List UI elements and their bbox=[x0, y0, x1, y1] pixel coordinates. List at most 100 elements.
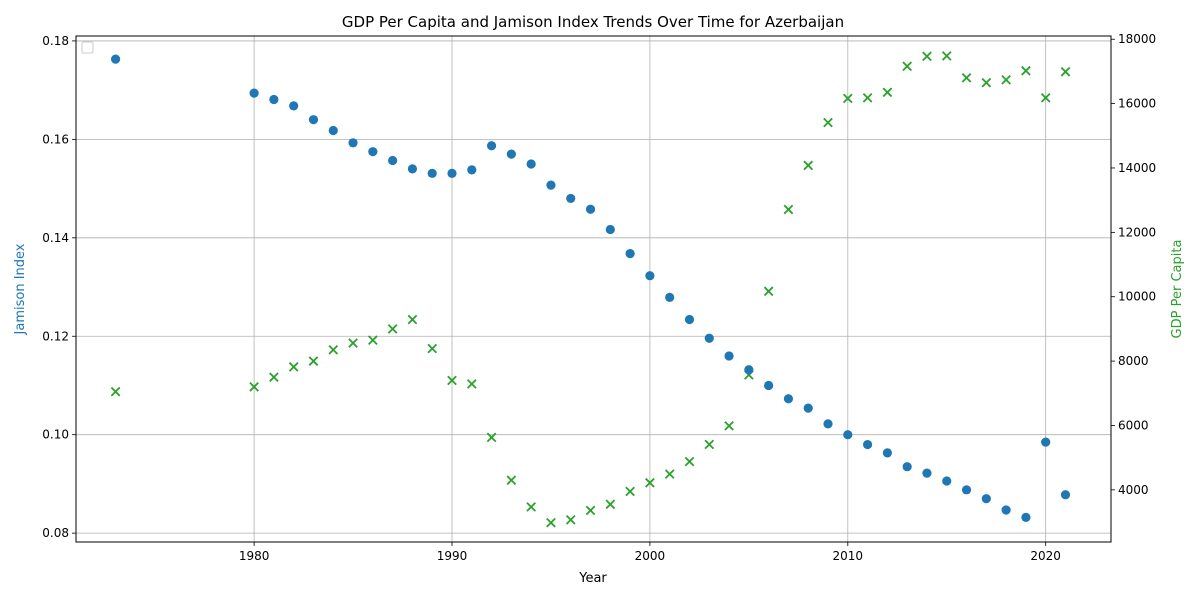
gdp-per-capita-point bbox=[387, 324, 398, 334]
gdp-per-capita-point bbox=[724, 420, 734, 431]
jamison-index-point bbox=[1021, 512, 1031, 522]
jamison-index-point bbox=[882, 448, 892, 458]
gdp-per-capita-point bbox=[249, 382, 259, 392]
gdp-per-capita-point bbox=[368, 335, 378, 346]
jamison-index-point bbox=[506, 149, 516, 159]
jamison-index-point bbox=[566, 193, 576, 204]
jamison-index-point bbox=[110, 54, 121, 64]
gdp-per-capita-point bbox=[486, 432, 497, 443]
jamison-index-point bbox=[1060, 490, 1071, 500]
jamison-index-point bbox=[862, 439, 873, 450]
x-tick-label: 2020 bbox=[1030, 549, 1061, 563]
gdp-per-capita-point bbox=[902, 61, 913, 72]
gdp-per-capita-point bbox=[328, 344, 339, 355]
gdp-per-capita-point bbox=[664, 469, 675, 479]
jamison-index-point bbox=[783, 394, 794, 404]
jamison-index-point bbox=[1041, 437, 1051, 447]
gdp-per-capita-point bbox=[862, 92, 873, 103]
gdp-per-capita-point bbox=[684, 456, 695, 467]
jamison-index-point bbox=[605, 224, 615, 235]
y-right-tick-label: 16000 bbox=[1118, 97, 1156, 111]
jamison-index-point bbox=[546, 180, 556, 190]
y-left-tick-label: 0.12 bbox=[42, 329, 69, 343]
jamison-index-point bbox=[942, 476, 952, 486]
gdp-per-capita-point bbox=[407, 314, 418, 325]
ticks: 1980 1990 2000 2010 2020 0.08 0.10 0.12 0.14 0.16… bbox=[42, 32, 1156, 563]
y-left-tick-label: 0.16 bbox=[42, 132, 69, 146]
gdp-per-capita-point bbox=[288, 362, 299, 372]
jamison-index-point bbox=[388, 155, 398, 166]
gdp-per-capita-point bbox=[803, 160, 814, 171]
x-tick-label: 2000 bbox=[635, 549, 666, 563]
gdp-per-capita-point bbox=[308, 356, 319, 366]
gdp-per-capita-point bbox=[981, 77, 992, 88]
y-right-tick-label: 14000 bbox=[1118, 161, 1156, 175]
jamison-index-point bbox=[744, 365, 754, 375]
gdp-per-capita-point bbox=[763, 286, 774, 297]
gdp-per-capita-point bbox=[783, 204, 794, 215]
jamison-index-point bbox=[368, 147, 378, 157]
y-axis-label-right: GDP Per Capita bbox=[1170, 240, 1185, 339]
jamison-index-point bbox=[407, 164, 418, 174]
y-right-tick-label: 4000 bbox=[1118, 483, 1149, 497]
x-tick-label: 1990 bbox=[437, 549, 468, 563]
jamison-index-point bbox=[823, 419, 833, 429]
gdp-per-capita-point bbox=[427, 343, 438, 354]
jamison-index-point bbox=[981, 494, 991, 504]
gdp-per-capita-point bbox=[941, 51, 952, 61]
gdp-per-capita-point bbox=[704, 439, 715, 450]
gdp-per-capita-point bbox=[922, 51, 932, 62]
x-axis-label: Year bbox=[578, 571, 607, 586]
gdp-per-capita-point bbox=[447, 375, 457, 386]
gdp-per-capita-point bbox=[110, 386, 121, 397]
gdp-per-capita-point bbox=[882, 87, 893, 98]
jamison-index-point bbox=[625, 248, 635, 259]
jamison-index-point bbox=[348, 138, 358, 148]
jamison-index-point bbox=[724, 351, 734, 361]
gdp-per-capita-point bbox=[605, 499, 616, 510]
chart-title: GDP Per Capita and Jamison Index Trends … bbox=[342, 13, 844, 31]
gdp-per-capita-point bbox=[1060, 66, 1071, 77]
gdp-per-capita-point bbox=[466, 379, 477, 389]
y-right-tick-label: 18000 bbox=[1118, 32, 1156, 46]
gdp-per-capita-point bbox=[625, 486, 635, 497]
y-right-tick-label: 12000 bbox=[1118, 225, 1156, 239]
jamison-index-point bbox=[684, 314, 695, 325]
jamison-index-point bbox=[665, 292, 675, 302]
jamison-index-point bbox=[704, 333, 714, 343]
plot-frame bbox=[75, 35, 1112, 543]
y-right-tick-label: 6000 bbox=[1118, 418, 1149, 432]
gdp-per-capita-point bbox=[1021, 65, 1031, 76]
jamison-index-point bbox=[308, 115, 319, 125]
jamison-index-point bbox=[289, 101, 299, 111]
jamison-index-point bbox=[526, 159, 536, 169]
y-left-tick-label: 0.08 bbox=[42, 526, 69, 540]
jamison-index-point bbox=[447, 168, 457, 178]
jamison-index-point bbox=[467, 165, 477, 175]
gdp-per-capita-point bbox=[585, 505, 596, 516]
y-right-tick-label: 8000 bbox=[1118, 354, 1149, 368]
y-left-tick-label: 0.18 bbox=[42, 34, 69, 48]
gdp-per-capita-point bbox=[842, 93, 853, 104]
x-tick-label: 2010 bbox=[833, 549, 864, 563]
jamison-index-point bbox=[585, 204, 596, 214]
jamison-index-point bbox=[427, 168, 437, 178]
jamison-index-series bbox=[110, 54, 1071, 522]
jamison-index-point bbox=[961, 485, 972, 495]
jamison-index-point bbox=[486, 141, 497, 151]
jamison-index-point bbox=[803, 403, 813, 413]
y-right-tick-label: 10000 bbox=[1118, 290, 1156, 304]
jamison-index-point bbox=[902, 462, 912, 472]
gdp-per-capita-point bbox=[565, 514, 576, 525]
gdp-per-capita-point bbox=[823, 117, 833, 128]
jamison-index-point bbox=[645, 271, 655, 281]
jamison-index-point bbox=[922, 468, 932, 478]
gdp-per-capita-point bbox=[645, 477, 655, 488]
gdp-per-capita-point bbox=[1040, 92, 1051, 103]
jamison-index-point bbox=[843, 430, 853, 440]
y-axis-label-left: Jamison Index bbox=[13, 243, 28, 335]
y-left-tick-label: 0.10 bbox=[42, 428, 69, 442]
gdp-per-capita-point bbox=[269, 372, 279, 383]
